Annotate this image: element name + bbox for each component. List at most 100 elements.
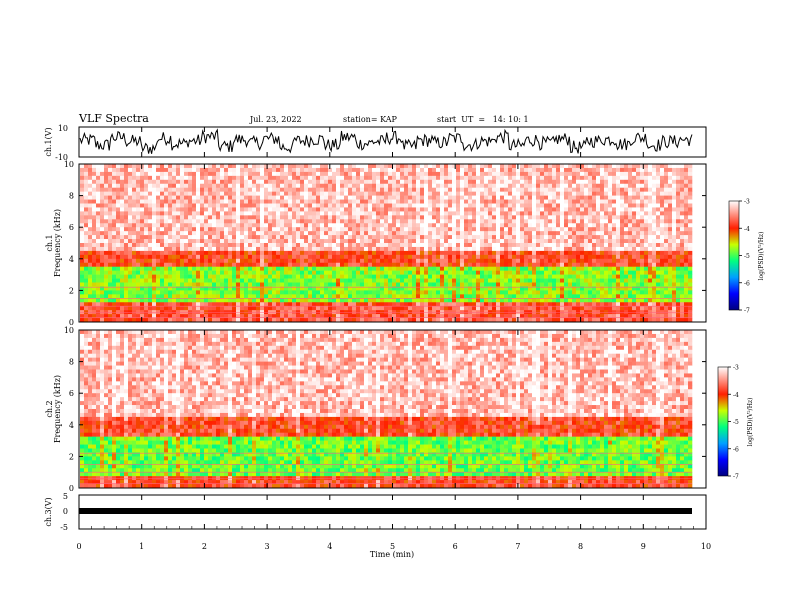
spectrogram-cell (320, 258, 325, 264)
spectrogram-cell (452, 282, 457, 287)
spectrogram-cell (192, 171, 197, 177)
spectrogram-cell (316, 239, 321, 244)
spectrogram-cell (452, 183, 457, 188)
spectrogram-cell (276, 250, 281, 256)
spectrogram-cell (520, 246, 525, 252)
spectrogram-cell (348, 270, 353, 275)
spectrogram-cell (128, 199, 133, 204)
spectrogram-cell (472, 262, 477, 267)
spectrogram-cell (264, 171, 269, 177)
spectrogram-cell (256, 286, 261, 291)
spectrogram-cell (200, 195, 205, 200)
spectrogram-cell (104, 167, 109, 173)
spectrogram-cell (376, 254, 381, 260)
spectrogram-cell (544, 290, 549, 295)
spectrogram-cell (256, 302, 261, 307)
spectrogram-cell (544, 175, 549, 181)
spectrogram-cell (160, 227, 165, 232)
spectrogram-cell (372, 175, 377, 181)
spectrogram-cell (196, 215, 201, 220)
spectrogram-cell (404, 278, 409, 283)
spectrogram-cell (528, 195, 533, 200)
spectrogram-cell (156, 266, 161, 271)
spectrogram-cell (372, 167, 377, 173)
spectrogram-cell (96, 199, 101, 204)
spectrogram-cell (344, 179, 349, 185)
spectrogram-cell (160, 254, 165, 260)
spectrogram-cell (400, 164, 405, 169)
spectrogram-cell (528, 290, 533, 295)
spectrogram-cell (408, 246, 413, 252)
spectrogram-cell (92, 270, 97, 275)
spectrogram-cell (452, 191, 457, 196)
spectrogram-cell (112, 227, 117, 232)
spectrogram-cell (140, 199, 145, 204)
spectrogram-cell (560, 290, 565, 295)
spectrogram-cell (384, 290, 389, 295)
spectrogram-cell (268, 262, 273, 267)
spectrogram-cell (360, 298, 365, 303)
spectrogram-cell (104, 227, 109, 232)
spectrogram-cell (80, 306, 85, 311)
spectrogram-cell (524, 306, 529, 311)
spectrogram-cell (236, 250, 241, 256)
spectrogram-cell (488, 239, 493, 244)
spectrogram-cell (420, 199, 425, 204)
spectrogram-cell (516, 294, 521, 299)
spectrogram-cell (200, 223, 205, 228)
spectrogram-cell (80, 223, 85, 228)
spectrogram-cell (208, 290, 213, 295)
spectrogram-cell (300, 175, 305, 181)
spectrogram-cell (392, 306, 397, 311)
spectrogram-cell (428, 183, 433, 188)
spectrogram-cell (180, 191, 185, 196)
spectrogram-cell (560, 302, 565, 307)
spectrogram-cell (272, 215, 277, 220)
spectrogram-cell (136, 191, 141, 196)
spectrogram-cell (304, 175, 309, 181)
spectrogram-cell (228, 215, 233, 220)
spectrogram-cell (304, 215, 309, 220)
spectrogram-cell (180, 270, 185, 275)
spectrogram-cell (96, 262, 101, 267)
spectrogram-cell (120, 274, 125, 279)
spectrogram-cell (84, 306, 89, 311)
spectrogram-cell (260, 246, 265, 252)
spectrogram-cell (264, 227, 269, 232)
spectrogram-cell (100, 203, 105, 208)
spectrogram-cell (144, 266, 149, 271)
spectrogram-cell (152, 219, 157, 224)
spectrogram-cell (164, 164, 169, 169)
spectrogram-cell (216, 262, 221, 267)
spectrogram-cell (552, 167, 557, 173)
spectrogram-cell (368, 203, 373, 208)
spectrogram-cell (96, 250, 101, 256)
spectrogram-cell (136, 167, 141, 173)
spectrogram-cell (576, 254, 581, 260)
spectrogram-cell (456, 282, 461, 287)
spectrogram-cell (108, 171, 113, 177)
spectrogram-cell (104, 219, 109, 224)
spectrogram-cell (428, 246, 433, 252)
spectrogram-cell (92, 274, 97, 279)
spectrogram-cell (548, 235, 553, 240)
spectrogram-cell (404, 223, 409, 228)
spectrogram-cell (120, 175, 125, 181)
spectrogram-cell (472, 227, 477, 232)
spectrogram-cell (200, 306, 205, 311)
spectrogram-cell (292, 219, 297, 224)
spectrogram-cell (364, 227, 369, 232)
spectrogram-cell (200, 227, 205, 232)
spectrogram-cell (444, 179, 449, 185)
spectrogram-cell (416, 254, 421, 260)
spectrogram-cell (248, 250, 253, 256)
spectrogram-cell (232, 223, 237, 228)
spectrogram-cell (556, 278, 561, 283)
spectrogram-cell (408, 191, 413, 196)
spectrogram-cell (548, 274, 553, 279)
spectrogram-cell (172, 191, 177, 196)
spectrogram-cell (136, 318, 141, 323)
spectrogram-cell (456, 239, 461, 244)
spectrogram-cell (360, 286, 365, 291)
spectrogram-cell (96, 175, 101, 181)
